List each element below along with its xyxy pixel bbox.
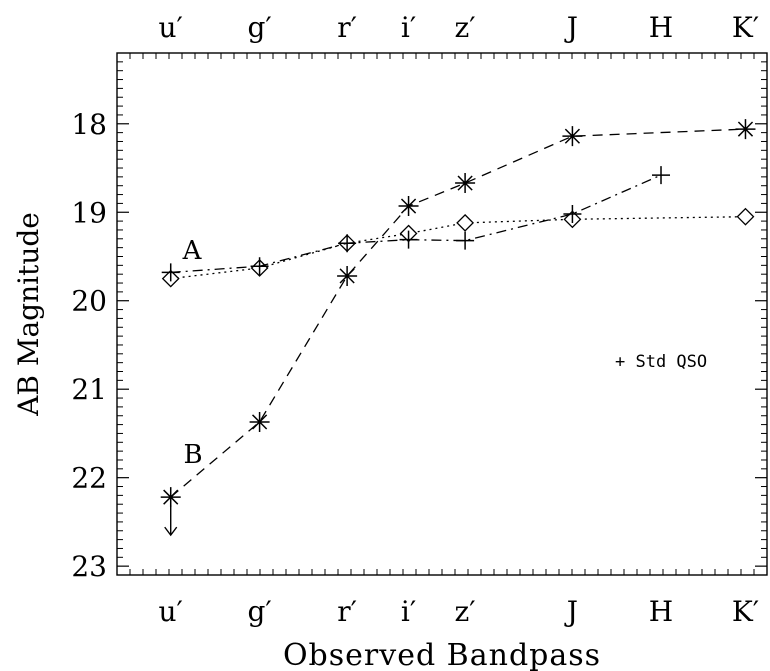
data-point-plus [652,166,671,185]
asterisk-marker [398,196,419,217]
series-line-plus [170,174,662,274]
upper-limit-arrow [164,505,178,537]
top-band-label: H [649,11,673,44]
bottom-band-label: H [649,595,673,628]
data-point-diamond [456,213,475,232]
asterisk-marker [735,119,756,140]
bottom-band-label: K′ [732,595,759,628]
y-tick-label: 22 [71,462,107,495]
bottom-band-label: g′ [247,595,271,628]
legend-std-qso: + Std QSO [615,352,707,372]
asterisk-marker [455,173,476,194]
object-label-b: B [183,440,202,470]
bottom-band-label: r′ [337,595,357,628]
bottom-band-label: J [564,595,578,628]
bottom-band-label: z′ [455,595,476,628]
data-point-plus [399,230,418,249]
diamond-marker [456,213,475,232]
top-band-label: r′ [337,11,357,44]
data-point-asterisk [562,126,583,147]
plus-marker [563,205,582,224]
y-tick-label: 20 [71,285,107,318]
minor-ticks [117,52,767,576]
asterisk-marker [337,265,358,286]
data-point-plus [250,257,269,276]
y-tick-label: 21 [71,373,107,406]
y-tick-label: 23 [71,550,107,583]
plus-marker [399,230,418,249]
top-band-label: z′ [455,11,476,44]
bottom-band-labels: u′ g′ r′ i′ z′ J H K′ [159,595,760,628]
asterisk-marker [249,411,270,432]
y-tick-label: 19 [71,196,107,229]
top-band-label: g′ [247,11,271,44]
y-tick-label: 18 [71,108,107,141]
data-point-plus [161,263,180,282]
asterisk-marker [562,126,583,147]
bottom-band-label: i′ [401,595,416,628]
top-band-label: J [564,11,578,44]
object-label-a: A [182,236,203,266]
top-band-label: K′ [732,11,759,44]
data-point-plus [563,205,582,224]
series-layer [160,119,756,537]
data-point-asterisk [455,173,476,194]
asterisk-marker [160,487,181,508]
top-band-label: u′ [159,11,183,44]
bottom-band-label: u′ [159,595,183,628]
data-point-asterisk [249,411,270,432]
plus-marker [161,263,180,282]
data-point-asterisk [398,196,419,217]
plus-marker [456,231,475,250]
plus-marker [652,166,671,185]
series-line-asterisk [170,128,746,498]
data-point-diamond [736,207,755,226]
diamond-marker [736,207,755,226]
data-point-asterisk [337,265,358,286]
plus-marker [338,234,357,253]
data-point-plus [456,231,475,250]
data-point-asterisk [735,119,756,140]
y-axis-ticks: 18 19 20 21 22 23 [71,108,767,583]
data-point-asterisk [160,487,181,537]
top-band-labels: u′ g′ r′ i′ z′ J H K′ [159,11,760,44]
plot-frame [116,52,768,576]
x-axis-title: Observed Bandpass [283,638,601,671]
data-point-plus [338,234,357,253]
top-band-label: i′ [401,11,416,44]
plus-marker [250,257,269,276]
y-axis-title: AB Magnitude [12,212,45,417]
